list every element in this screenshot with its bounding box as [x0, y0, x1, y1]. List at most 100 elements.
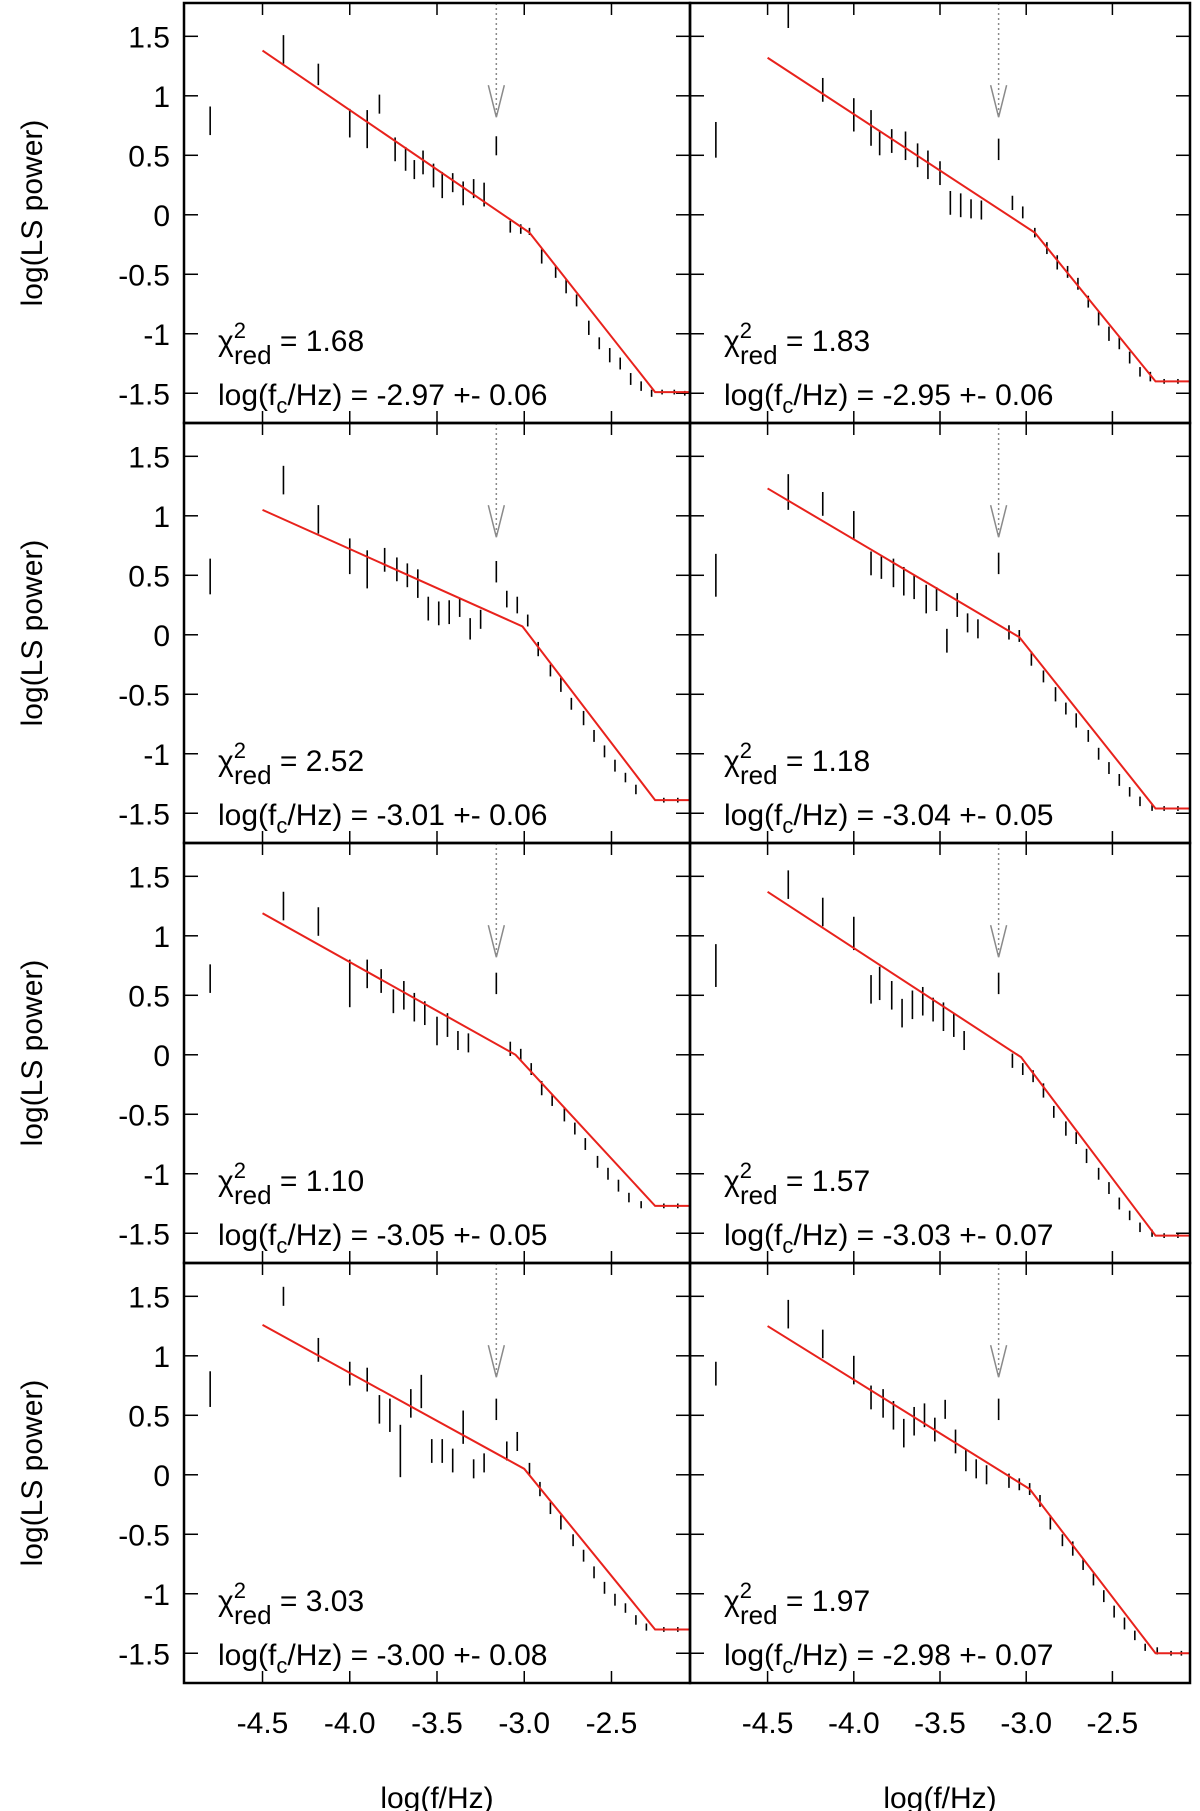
- model-line: [262, 912, 690, 1207]
- y-tick-label: -0.5: [118, 1519, 170, 1552]
- chi-symbol: χ: [724, 325, 740, 358]
- y-tick-label: -1.5: [118, 378, 170, 411]
- x-axis-label: log(f/Hz): [883, 1782, 996, 1811]
- fc-value: -3.03 +- 0.07: [883, 1219, 1054, 1252]
- chi-subscript: red: [740, 1600, 778, 1630]
- fc-annotation: log(fc/Hz) = -3.03 +- 0.07: [724, 1219, 1054, 1258]
- y-tick-label: -1: [143, 739, 170, 772]
- y-tick-label: -0.5: [118, 679, 170, 712]
- model-line: [262, 508, 690, 802]
- chi2-annotation: χ2 red = 1.57: [724, 1158, 870, 1210]
- fc-value: -3.01 +- 0.06: [377, 799, 548, 832]
- fc-value: -2.97 +- 0.06: [377, 379, 548, 412]
- y-tick-label: -0.5: [118, 1099, 170, 1132]
- fc-subscript: c: [782, 1233, 793, 1258]
- fc-suffix: /Hz) =: [793, 799, 882, 832]
- panel-7: χ2 red = 3.03 log(fc/Hz) = -3.00 +- 0.08: [182, 1261, 692, 1685]
- chi2-annotation: χ2 red = 2.52: [218, 738, 364, 790]
- chi-symbol: χ: [724, 1585, 740, 1618]
- x-tick-label: -2.5: [1087, 1707, 1139, 1740]
- marker-arrow-icon: [487, 1345, 506, 1378]
- fc-annotation: log(fc/Hz) = -2.97 +- 0.06: [218, 379, 548, 418]
- y-tick-label: 1: [153, 501, 170, 534]
- x-tick-label: -3.0: [498, 1707, 550, 1740]
- chi-superscript: 2: [234, 738, 246, 763]
- chi-subscript: red: [234, 340, 272, 370]
- y-tick-label: 0.5: [128, 1400, 170, 1433]
- marker-arrow-icon: [487, 85, 506, 118]
- chi-symbol: χ: [218, 745, 234, 778]
- chi2-value: = 3.03: [272, 1585, 365, 1618]
- chi-subscript: red: [234, 1600, 272, 1630]
- y-tick-label: 1.5: [128, 1281, 170, 1314]
- chi2-value: = 1.97: [778, 1585, 871, 1618]
- x-tick-label: -4.0: [324, 1707, 376, 1740]
- model-line: [261, 49, 690, 394]
- chi2-annotation: χ2 red = 1.68: [218, 318, 364, 370]
- y-tick-label: 0: [153, 1040, 170, 1073]
- model-line: [767, 1325, 1190, 1655]
- panel-5: χ2 red = 1.10 log(fc/Hz) = -3.05 +- 0.05: [182, 841, 692, 1265]
- marker-arrow-icon: [487, 505, 506, 538]
- fc-suffix: /Hz) =: [793, 1639, 882, 1672]
- fc-annotation: log(fc/Hz) = -3.01 +- 0.06: [218, 799, 548, 838]
- chi2-value: = 1.10: [272, 1165, 365, 1198]
- y-tick-label: -1: [143, 319, 170, 352]
- panel-8: χ2 red = 1.97 log(fc/Hz) = -2.98 +- 0.07: [688, 1261, 1192, 1685]
- panel-frame: [688, 1261, 1192, 1685]
- chi2-value: = 1.18: [778, 745, 871, 778]
- chi2-value: = 1.68: [272, 325, 365, 358]
- fc-annotation: log(fc/Hz) = -3.00 +- 0.08: [218, 1639, 548, 1678]
- chi-symbol: χ: [218, 1585, 234, 1618]
- x-axis-label: log(f/Hz): [380, 1782, 493, 1811]
- panel-3: χ2 red = 2.52 log(fc/Hz) = -3.01 +- 0.06: [182, 421, 692, 845]
- y-tick-label: -1: [143, 1579, 170, 1612]
- chi-symbol: χ: [218, 1165, 234, 1198]
- chi-superscript: 2: [234, 1158, 246, 1183]
- panel-1: χ2 red = 1.68 log(fc/Hz) = -2.97 +- 0.06: [182, 1, 692, 425]
- y-tick-label: -1.5: [118, 1218, 170, 1251]
- y-tick-label: 0.5: [128, 140, 170, 173]
- fc-prefix: log(f: [218, 799, 277, 832]
- chi-superscript: 2: [740, 738, 752, 763]
- y-tick-label: 0: [153, 200, 170, 233]
- y-axis-label: log(LS power): [16, 1380, 49, 1567]
- fc-value: -3.05 +- 0.05: [377, 1219, 548, 1252]
- y-tick-label: 1.5: [128, 861, 170, 894]
- y-tick-label: 0.5: [128, 560, 170, 593]
- chi2-annotation: χ2 red = 1.83: [724, 318, 870, 370]
- fc-prefix: log(f: [724, 379, 783, 412]
- marker-arrow-icon: [989, 1345, 1008, 1378]
- fc-suffix: /Hz) =: [793, 1219, 882, 1252]
- chi-superscript: 2: [740, 1578, 752, 1603]
- fc-annotation: log(fc/Hz) = -3.04 +- 0.05: [724, 799, 1054, 838]
- fc-suffix: /Hz) =: [287, 1219, 376, 1252]
- y-tick-label: 0: [153, 1460, 170, 1493]
- fc-subscript: c: [782, 1653, 793, 1678]
- fc-suffix: /Hz) =: [287, 799, 376, 832]
- fc-suffix: /Hz) =: [287, 379, 376, 412]
- y-tick-label: 1: [153, 1341, 170, 1374]
- x-tick-label: -4.5: [237, 1707, 289, 1740]
- y-tick-label: -1.5: [118, 798, 170, 831]
- y-tick-label: 1: [153, 81, 170, 114]
- chi-superscript: 2: [740, 1158, 752, 1183]
- x-tick-label: -3.5: [914, 1707, 966, 1740]
- x-tick-label: -4.0: [828, 1707, 880, 1740]
- chi-symbol: χ: [218, 325, 234, 358]
- chi-subscript: red: [234, 1180, 272, 1210]
- fc-prefix: log(f: [218, 1639, 277, 1672]
- y-tick-label: -0.5: [118, 259, 170, 292]
- fc-prefix: log(f: [218, 379, 277, 412]
- chi-subscript: red: [234, 760, 272, 790]
- chi-symbol: χ: [724, 745, 740, 778]
- chi2-annotation: χ2 red = 1.18: [724, 738, 870, 790]
- chi2-annotation: χ2 red = 1.97: [724, 1578, 870, 1630]
- panel-2: χ2 red = 1.83 log(fc/Hz) = -2.95 +- 0.06: [688, 1, 1192, 425]
- marker-arrow-icon: [989, 505, 1008, 538]
- x-tick-label: -3.5: [411, 1707, 463, 1740]
- fc-value: -3.00 +- 0.08: [377, 1639, 548, 1672]
- x-tick-label: -2.5: [586, 1707, 638, 1740]
- fc-subscript: c: [276, 1653, 287, 1678]
